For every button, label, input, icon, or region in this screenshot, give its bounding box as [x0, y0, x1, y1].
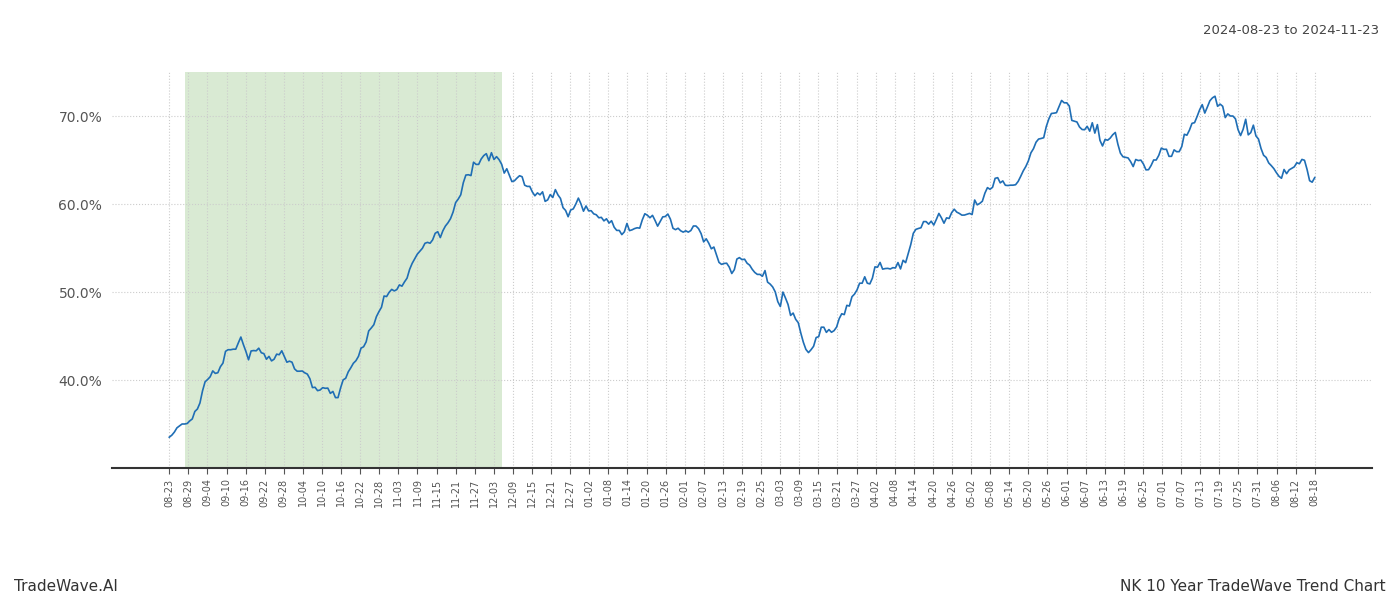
- Text: TradeWave.AI: TradeWave.AI: [14, 579, 118, 594]
- Text: NK 10 Year TradeWave Trend Chart: NK 10 Year TradeWave Trend Chart: [1120, 579, 1386, 594]
- Bar: [185, 72, 501, 468]
- Text: 2024-08-23 to 2024-11-23: 2024-08-23 to 2024-11-23: [1203, 24, 1379, 37]
